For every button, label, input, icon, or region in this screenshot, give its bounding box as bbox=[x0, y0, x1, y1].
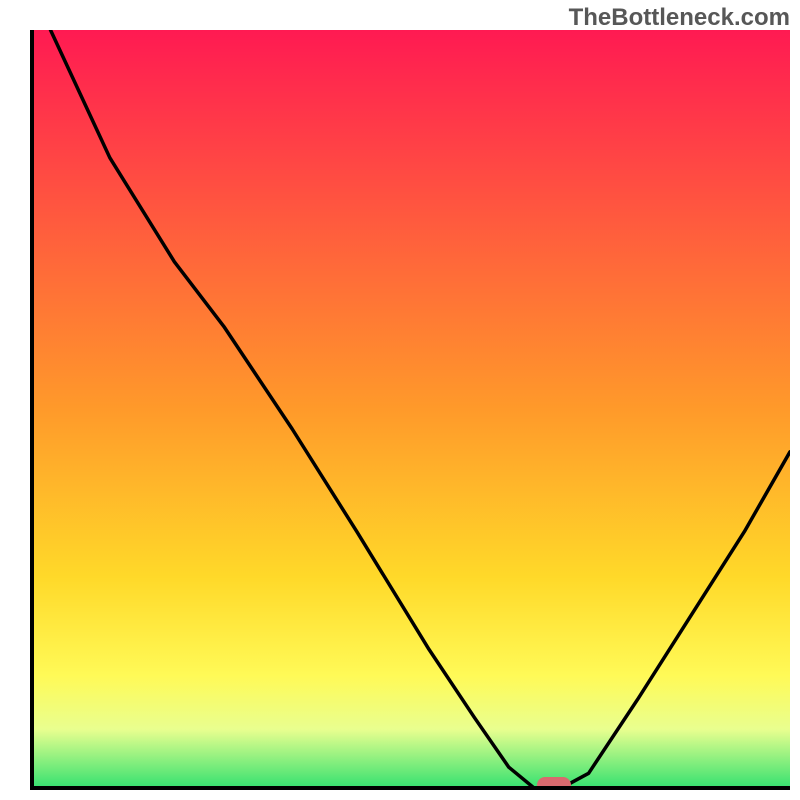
bottleneck-curve bbox=[30, 30, 790, 790]
y-axis bbox=[30, 30, 34, 790]
plot-area bbox=[30, 30, 790, 790]
chart-container: TheBottleneck.com bbox=[0, 0, 800, 800]
curve-path bbox=[51, 30, 790, 788]
watermark-text: TheBottleneck.com bbox=[569, 4, 790, 32]
x-axis bbox=[30, 786, 790, 790]
